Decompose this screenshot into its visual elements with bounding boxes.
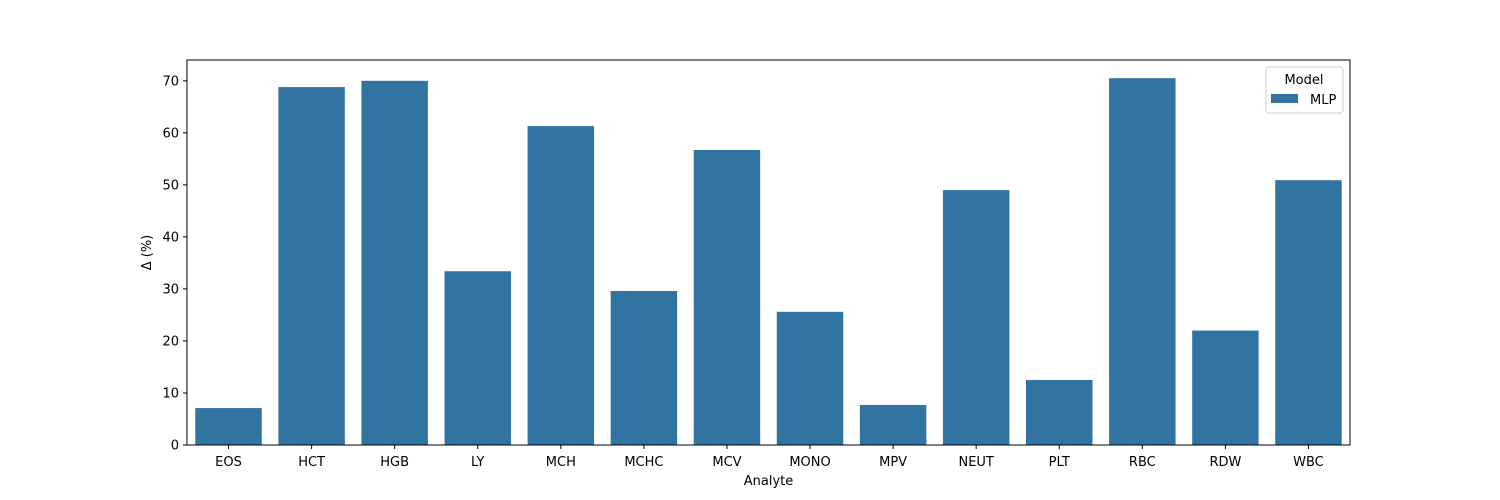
bar-rbc — [1109, 78, 1176, 445]
bar-mchc — [610, 291, 678, 445]
y-axis: 0 10 20 30 40 50 60 70 — [162, 74, 187, 454]
y-tick-label: 50 — [162, 178, 179, 193]
x-tick-label: NEUT — [958, 455, 993, 470]
y-axis-label: Δ (%) — [140, 235, 155, 271]
bar-plt — [1026, 379, 1093, 445]
x-tick-label: MPV — [879, 455, 907, 470]
bar-mono — [776, 311, 844, 445]
x-tick-label: EOS — [215, 455, 242, 470]
x-tick-label: HGB — [380, 455, 409, 470]
y-tick-label: 70 — [162, 74, 179, 89]
legend-entry-label: MLP — [1310, 93, 1336, 108]
x-axis: EOS HCT HGB LY MCH MCHC MCV MONO MPV NEUT PLT RBC RD… — [215, 445, 1324, 470]
x-tick-label: RBC — [1129, 455, 1156, 470]
bar-hct — [278, 87, 345, 446]
bar-ly — [444, 271, 511, 445]
x-axis-label: Analyte — [744, 474, 794, 489]
bar-wbc — [1275, 180, 1342, 445]
y-tick-label: 40 — [162, 230, 179, 245]
y-tick-label: 20 — [162, 334, 179, 349]
x-tick-label: MCHC — [624, 455, 663, 470]
legend-title: Model — [1284, 73, 1323, 88]
bar-neut — [942, 190, 1010, 445]
x-tick-label: LY — [471, 455, 485, 470]
x-tick-label: WBC — [1293, 455, 1324, 470]
y-tick-label: 60 — [162, 126, 179, 141]
x-tick-label: RDW — [1209, 455, 1241, 470]
bar-mpv — [859, 404, 927, 445]
bar-eos — [195, 408, 262, 445]
bar-mch — [527, 126, 595, 445]
x-tick-label: MCH — [546, 455, 576, 470]
y-tick-label: 0 — [171, 439, 179, 454]
plot-frame — [186, 59, 1351, 446]
legend-swatch — [1271, 94, 1298, 103]
y-tick-label: 10 — [162, 386, 179, 401]
x-tick-label: HCT — [298, 455, 325, 470]
y-tick-label: 30 — [162, 282, 179, 297]
x-tick-label: MONO — [789, 455, 830, 470]
bar-mcv — [693, 150, 761, 445]
legend: Model MLP — [1265, 66, 1344, 114]
x-tick-label: MCV — [712, 455, 741, 470]
bar-hgb — [361, 80, 428, 445]
x-tick-label: PLT — [1049, 455, 1070, 470]
bars-layer — [195, 78, 1342, 446]
bar-rdw — [1192, 330, 1259, 445]
